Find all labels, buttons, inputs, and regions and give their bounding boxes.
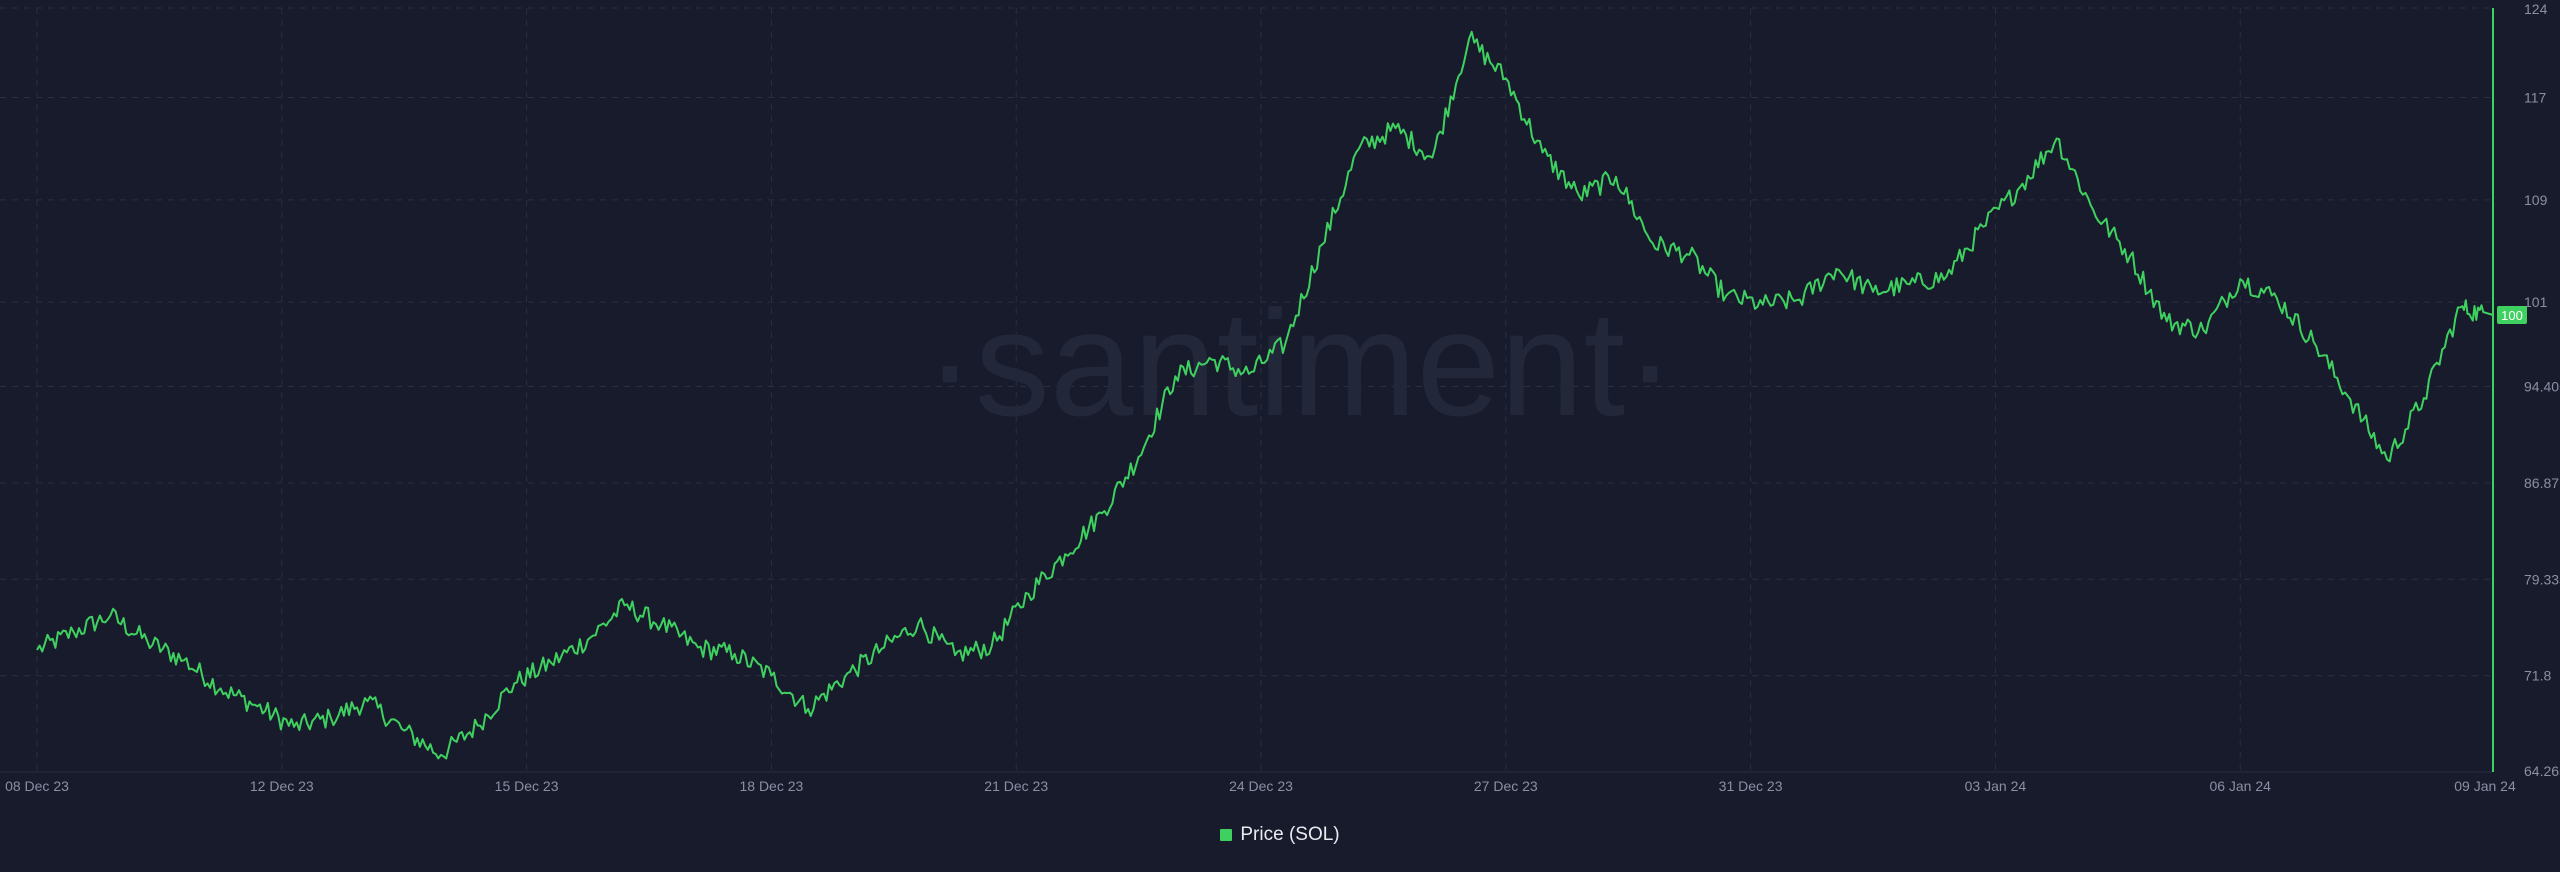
grid-layer (0, 7, 2492, 773)
x-tick-label: 31 Dec 23 (1719, 778, 1783, 794)
y-tick-label: 86.87 (2524, 475, 2559, 491)
chart-legend[interactable]: Price (SOL) (0, 820, 2560, 850)
y-tick-label: 101 (2524, 294, 2548, 310)
y-tick-label: 79.335 (2524, 571, 2560, 587)
x-tick-label: 06 Jan 24 (2209, 778, 2271, 794)
x-tick-label: 12 Dec 23 (250, 778, 314, 794)
x-tick-label: 15 Dec 23 (495, 778, 559, 794)
price-line (36, 30, 2494, 760)
current-price-badge-bg (2497, 305, 2527, 324)
x-tick-label: 03 Jan 24 (1965, 778, 2027, 794)
x-tick-label: 21 Dec 23 (984, 778, 1048, 794)
x-tick-label: 08 Dec 23 (5, 778, 69, 794)
x-tick-label: 27 Dec 23 (1474, 778, 1538, 794)
axis-layer: 124 117 109 101 94.405 86.87 79.335 71.8 64.265 0… (0, 1, 2560, 794)
x-tick-label: 24 Dec 23 (1229, 778, 1293, 794)
y-tick-label: 109 (2524, 192, 2548, 208)
current-price-badge: 100 (2497, 305, 2527, 324)
legend-label-price-sol: Price (SOL) (1240, 824, 1340, 845)
current-price-value: 100 (2501, 308, 2523, 323)
y-tick-label: 124 (2524, 1, 2548, 17)
series-layer (36, 30, 2494, 760)
y-tick-label: 64.265 (2524, 763, 2560, 779)
y-tick-label: 117 (2524, 90, 2547, 106)
x-tick-label: 09 Jan 24 (2454, 778, 2516, 794)
y-tick-label: 71.8 (2524, 668, 2551, 684)
x-tick-label: 18 Dec 23 (739, 778, 803, 794)
y-tick-label: 94.405 (2524, 379, 2560, 395)
legend-swatch-price-sol (1220, 829, 1233, 841)
